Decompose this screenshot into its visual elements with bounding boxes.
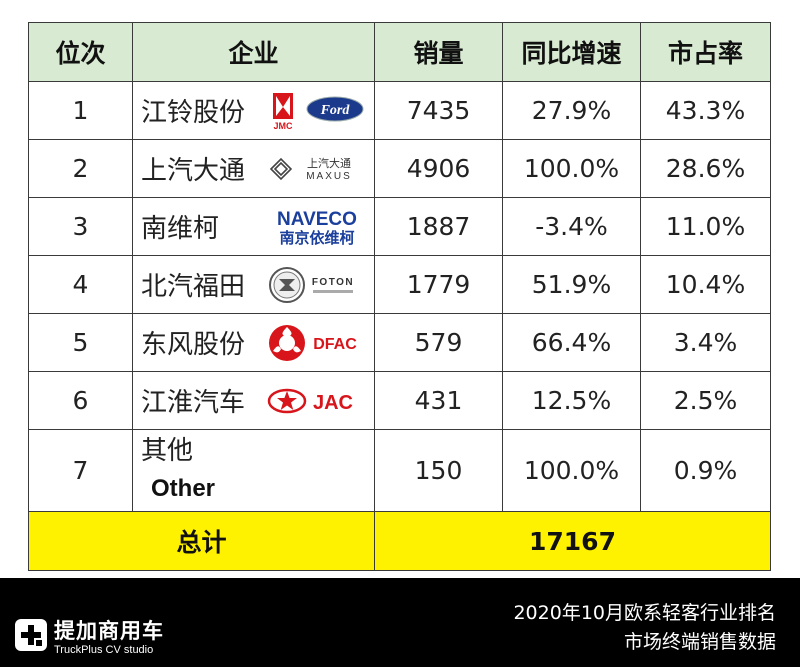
other-logo: Other bbox=[151, 475, 216, 502]
header-company: 企业 bbox=[132, 22, 375, 82]
cell-company: 江淮汽车 JAC bbox=[132, 371, 375, 430]
company-name: 上汽大通 bbox=[141, 156, 246, 186]
svg-text:MAXUS: MAXUS bbox=[306, 171, 352, 182]
dfac-logo: DFAC bbox=[267, 321, 367, 365]
svg-text:JAC: JAC bbox=[313, 392, 353, 414]
total-row: 总计 17167 bbox=[28, 511, 771, 571]
svg-text:JMC: JMC bbox=[273, 121, 293, 131]
cell-yoy: 12.5% bbox=[502, 371, 641, 430]
cell-sales: 1887 bbox=[374, 197, 503, 256]
cell-rank: 5 bbox=[28, 313, 133, 372]
table-row: 7 其他 Other 150 100.0% 0.9% bbox=[28, 429, 771, 512]
cell-yoy: 27.9% bbox=[502, 81, 641, 140]
truckplus-logo-icon bbox=[14, 618, 48, 656]
company-name: 江铃股份 bbox=[141, 98, 246, 128]
cell-company: 上汽大通 上汽大通 MAXUS bbox=[132, 139, 375, 198]
maxus-logo: 上汽大通 MAXUS bbox=[267, 147, 367, 191]
cell-yoy: 51.9% bbox=[502, 255, 641, 314]
svg-text:FOTON: FOTON bbox=[312, 277, 354, 288]
table-row: 4 北汽福田 FOTON 1779 51.9% 10.4% bbox=[28, 255, 771, 314]
company-name: 江淮汽车 bbox=[141, 388, 246, 418]
svg-text:南京依维柯: 南京依维柯 bbox=[279, 229, 354, 247]
footer-banner: 提加商用车 TruckPlus CV studio 2020年10月欧系轻客行业… bbox=[0, 578, 800, 667]
jmc-ford-logo: JMC Ford bbox=[267, 89, 367, 133]
header-rank: 位次 bbox=[28, 22, 133, 82]
cell-sales: 7435 bbox=[374, 81, 503, 140]
company-name: 北汽福田 bbox=[141, 272, 246, 302]
total-label: 总计 bbox=[28, 511, 375, 571]
cell-sales: 1779 bbox=[374, 255, 503, 314]
cell-yoy: 66.4% bbox=[502, 313, 641, 372]
cell-rank: 1 bbox=[28, 81, 133, 140]
cell-share: 11.0% bbox=[640, 197, 771, 256]
cell-rank: 6 bbox=[28, 371, 133, 430]
brand-name-en: TruckPlus CV studio bbox=[54, 644, 154, 656]
header-share: 市占率 bbox=[640, 22, 771, 82]
cell-share: 10.4% bbox=[640, 255, 771, 314]
cell-rank: 7 bbox=[28, 429, 133, 512]
cell-company: 其他 Other bbox=[132, 429, 375, 512]
total-value: 17167 bbox=[374, 511, 771, 571]
company-name: 东风股份 bbox=[141, 330, 246, 360]
cell-share: 28.6% bbox=[640, 139, 771, 198]
table-row: 3 南维柯 NAVECO 南京依维柯 1887 -3.4% 11.0% bbox=[28, 197, 771, 256]
table-row: 5 东风股份 DFAC 579 66.4% bbox=[28, 313, 771, 372]
cell-share: 43.3% bbox=[640, 81, 771, 140]
naveco-logo: NAVECO 南京依维柯 bbox=[267, 205, 367, 249]
cell-company: 江铃股份 JMC Ford bbox=[132, 81, 375, 140]
svg-text:DFAC: DFAC bbox=[313, 336, 357, 353]
cell-yoy: 100.0% bbox=[502, 139, 641, 198]
cell-rank: 2 bbox=[28, 139, 133, 198]
cell-sales: 150 bbox=[374, 429, 503, 512]
table-row: 2 上汽大通 上汽大通 MAXUS 4906 100. bbox=[28, 139, 771, 198]
brand-name-cn: 提加商用车 bbox=[54, 619, 164, 643]
svg-text:Ford: Ford bbox=[320, 103, 351, 118]
cell-rank: 4 bbox=[28, 255, 133, 314]
cell-company: 北汽福田 FOTON bbox=[132, 255, 375, 314]
cell-sales: 431 bbox=[374, 371, 503, 430]
table-row: 1 江铃股份 JMC Ford 7435 27.9% bbox=[28, 81, 771, 140]
cell-yoy: -3.4% bbox=[502, 197, 641, 256]
cell-rank: 3 bbox=[28, 197, 133, 256]
caption-subtitle: 市场终端销售数据 bbox=[623, 631, 776, 653]
jac-logo: JAC bbox=[267, 379, 367, 423]
svg-text:上汽大通: 上汽大通 bbox=[307, 156, 351, 170]
cell-sales: 4906 bbox=[374, 139, 503, 198]
foton-logo: FOTON bbox=[267, 263, 367, 307]
table-header-row: 位次 企业 销量 同比增速 市占率 bbox=[28, 22, 771, 82]
header-sales: 销量 bbox=[374, 22, 503, 82]
cell-yoy: 100.0% bbox=[502, 429, 641, 512]
cell-company: 东风股份 DFAC bbox=[132, 313, 375, 372]
table-row: 6 江淮汽车 JAC 431 12.5% 2.5% bbox=[28, 371, 771, 430]
svg-text:NAVECO: NAVECO bbox=[277, 209, 357, 230]
cell-sales: 579 bbox=[374, 313, 503, 372]
cell-share: 3.4% bbox=[640, 313, 771, 372]
cell-share: 0.9% bbox=[640, 429, 771, 512]
header-yoy: 同比增速 bbox=[502, 22, 641, 82]
company-name: 南维柯 bbox=[141, 214, 220, 244]
caption-title: 2020年10月欧系轻客行业排名 bbox=[513, 602, 776, 624]
company-name: 其他 bbox=[141, 436, 194, 466]
cell-share: 2.5% bbox=[640, 371, 771, 430]
cell-company: 南维柯 NAVECO 南京依维柯 bbox=[132, 197, 375, 256]
sales-ranking-table: 位次 企业 销量 同比增速 市占率 1 江铃股份 JMC bbox=[28, 22, 771, 571]
